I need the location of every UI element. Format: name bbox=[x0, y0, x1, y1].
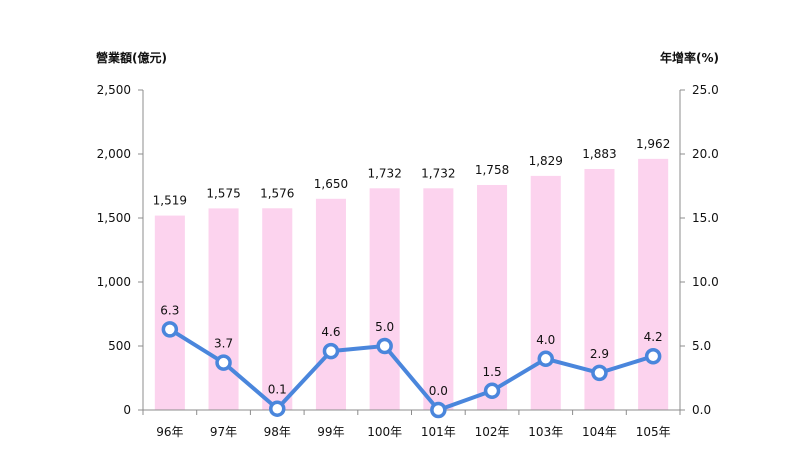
growth-value-label-0: 6.3 bbox=[160, 303, 179, 317]
growth-value-label-7: 4.0 bbox=[536, 333, 555, 347]
right-axis-title: 年增率(%) bbox=[660, 50, 719, 65]
line-series bbox=[161, 321, 662, 419]
growth-point-3 bbox=[322, 342, 340, 360]
growth-value-label-9: 4.2 bbox=[644, 330, 663, 344]
right-tick-label-4: 20.0 bbox=[692, 147, 719, 161]
bar-3 bbox=[315, 198, 346, 410]
growth-line bbox=[168, 327, 654, 412]
axes: 0 500 1,000 1,500 2,000 2,500 0.0 5.0 10.0 15.0 20… bbox=[97, 83, 719, 439]
bar-value-label-3: 1,650 bbox=[314, 177, 348, 191]
right-tick-label-1: 5.0 bbox=[692, 339, 711, 353]
growth-point-7 bbox=[537, 350, 554, 368]
right-tick-label-5: 25.0 bbox=[692, 83, 719, 97]
left-tick-label-1: 500 bbox=[108, 339, 131, 353]
category-label-0: 96年 bbox=[156, 425, 183, 439]
bar-value-label-9: 1,962 bbox=[636, 137, 670, 151]
growth-value-label-3: 4.6 bbox=[321, 325, 340, 339]
right-tick-label-0: 0.0 bbox=[692, 403, 711, 417]
bar-1 bbox=[208, 208, 239, 410]
category-label-8: 104年 bbox=[582, 425, 617, 439]
bar-7 bbox=[530, 175, 561, 410]
bar-9 bbox=[638, 158, 669, 410]
bar-value-label-1: 1,575 bbox=[206, 186, 240, 200]
bar-value-label-6: 1,758 bbox=[475, 163, 509, 177]
growth-point-0 bbox=[161, 321, 179, 338]
bar-6 bbox=[477, 184, 508, 410]
category-label-9: 105年 bbox=[636, 425, 671, 439]
growth-point-6 bbox=[483, 382, 501, 400]
category-label-4: 100年 bbox=[367, 425, 402, 439]
growth-value-label-2: 0.1 bbox=[268, 383, 287, 397]
left-tick-label-2: 1,000 bbox=[97, 275, 131, 289]
growth-value-label-1: 3.7 bbox=[214, 337, 233, 351]
category-label-5: 101年 bbox=[421, 425, 456, 439]
growth-point-5 bbox=[430, 401, 447, 419]
growth-value-label-8: 2.9 bbox=[590, 347, 609, 361]
bar-group bbox=[154, 158, 669, 410]
growth-point-8 bbox=[591, 364, 608, 382]
category-label-3: 99年 bbox=[317, 425, 344, 439]
label-group: 1,519 1,575 1,576 1,650 1,732 1,732 1,758 1,829… bbox=[153, 137, 671, 398]
category-label-2: 98年 bbox=[264, 425, 291, 439]
growth-value-label-4: 5.0 bbox=[375, 320, 394, 334]
growth-point-9 bbox=[644, 347, 662, 365]
category-label-6: 102年 bbox=[475, 425, 510, 439]
bar-value-label-4: 1,732 bbox=[367, 166, 401, 180]
category-label-1: 97年 bbox=[210, 425, 237, 439]
category-label-7: 103年 bbox=[528, 425, 563, 439]
bar-value-label-2: 1,576 bbox=[260, 186, 294, 200]
growth-point-1 bbox=[215, 354, 232, 371]
bar-value-label-8: 1,883 bbox=[582, 147, 616, 161]
bar-5 bbox=[423, 188, 454, 410]
growth-point-4 bbox=[376, 337, 393, 355]
left-tick-label-3: 1,500 bbox=[97, 211, 131, 225]
left-tick-label-0: 0 bbox=[123, 403, 131, 417]
left-tick-label-4: 2,000 bbox=[97, 147, 131, 161]
bar-value-label-7: 1,829 bbox=[529, 154, 563, 168]
right-tick-label-2: 10.0 bbox=[692, 275, 719, 289]
growth-point-2 bbox=[269, 400, 286, 417]
bar-value-label-5: 1,732 bbox=[421, 166, 455, 180]
right-tick-label-3: 15.0 bbox=[692, 211, 719, 225]
growth-value-label-6: 1.5 bbox=[483, 365, 502, 379]
left-tick-label-5: 2,500 bbox=[97, 83, 131, 97]
left-axis-title: 營業額(億元) bbox=[96, 50, 167, 65]
bar-0 bbox=[154, 215, 185, 410]
bar-value-label-0: 1,519 bbox=[153, 194, 187, 208]
growth-value-label-5: 0.0 bbox=[429, 384, 448, 398]
bar-2 bbox=[262, 208, 293, 410]
bar-4 bbox=[369, 188, 400, 410]
